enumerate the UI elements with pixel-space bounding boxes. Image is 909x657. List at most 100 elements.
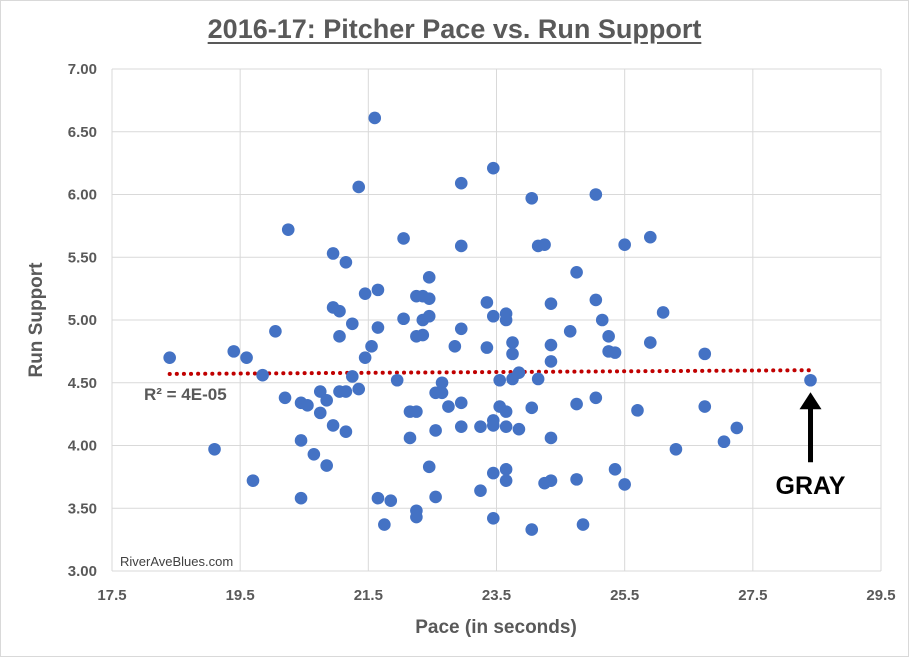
chart-title: 2016-17: Pitcher Pace vs. Run Support [0,14,909,45]
data-point [435,376,449,390]
data-point [499,463,513,476]
data-point [531,372,545,386]
data-point [454,396,468,410]
data-point [294,434,308,447]
data-point [698,400,712,413]
data-point [486,309,500,323]
data-point [669,442,683,456]
x-tick-label: 29.5 [866,587,895,604]
x-tick-label: 17.5 [97,587,126,604]
data-point [410,510,423,524]
data-point [358,351,372,364]
data-point [320,459,333,472]
data-point [486,466,500,480]
data-point [499,420,513,433]
data-point [512,422,526,436]
data-point [454,420,468,433]
data-point [313,406,327,420]
data-point [371,491,385,505]
data-point [397,232,410,245]
data-point [371,283,385,297]
data-point [525,191,539,205]
data-point [371,321,385,334]
data-point [595,313,609,327]
data-point [499,474,513,487]
data-point [644,336,657,349]
data-point [570,473,583,486]
data-point [717,435,731,449]
data-point [307,447,321,461]
data-point [618,238,631,251]
data-point [278,391,292,405]
data-point [422,271,436,284]
data-point [506,336,519,349]
trendline-dotted [167,368,813,376]
data-point [208,442,221,456]
data-point [422,460,436,474]
data-point [480,341,494,354]
data-point [246,474,260,487]
data-point [525,401,539,415]
data-point [410,405,423,418]
data-point [544,355,558,368]
data-point [486,419,500,432]
data-point [269,324,282,338]
data-point [631,404,644,417]
data-point [493,373,507,387]
data-point [429,424,442,437]
data-point [544,474,558,487]
x-axis-title: Pace (in seconds) [415,617,577,638]
data-point [644,230,657,244]
data-point [474,484,487,497]
y-tick-label: 3.50 [68,500,97,517]
data-point [486,511,500,525]
r-squared-label: R² = 4E-05 [144,385,227,404]
data-point [499,313,513,327]
x-tick-label: 25.5 [610,587,639,604]
data-point [525,523,539,536]
data-point [352,382,366,396]
data-point [368,111,382,125]
data-point [313,385,327,398]
data-point [320,394,333,407]
data-point [608,463,622,476]
x-tick-label: 23.5 [482,587,511,604]
data-point [339,385,353,398]
y-tick-label: 3.00 [68,563,97,580]
data-point [563,324,577,338]
data-point [618,478,631,491]
data-point [416,328,430,342]
data-point [570,397,583,411]
y-axis-tick-labels: 3.00 3.50 4.00 4.50 5.00 5.50 6.00 6.50 7.00 [68,61,97,580]
y-tick-label: 6.50 [68,124,97,141]
annotation-group: GRAY [776,392,846,500]
data-point [448,340,462,353]
data-point [589,391,603,405]
data-point [256,368,269,382]
data-point [339,255,353,269]
data-point [163,351,176,364]
data-point [512,366,526,380]
watermark-text: RiverAveBlues.com [120,554,233,569]
chart-title-text: 2016-17: Pitcher Pace vs. Run Support [207,14,702,44]
data-point [480,296,494,309]
data-point [730,421,744,435]
data-point [422,292,436,305]
data-point [576,518,590,531]
data-point [602,330,615,343]
data-point [378,518,391,531]
data-point [506,347,519,361]
y-tick-label: 6.00 [68,187,97,204]
data-point [429,490,442,504]
data-point [589,188,603,201]
data-point [454,176,468,190]
data-point [333,304,346,318]
y-tick-label: 5.50 [68,249,97,266]
data-point [608,346,622,359]
data-point [474,420,487,433]
data-point [333,330,346,343]
y-axis-title: Run Support [26,262,47,378]
data-point [227,345,241,358]
data-point [442,400,455,413]
